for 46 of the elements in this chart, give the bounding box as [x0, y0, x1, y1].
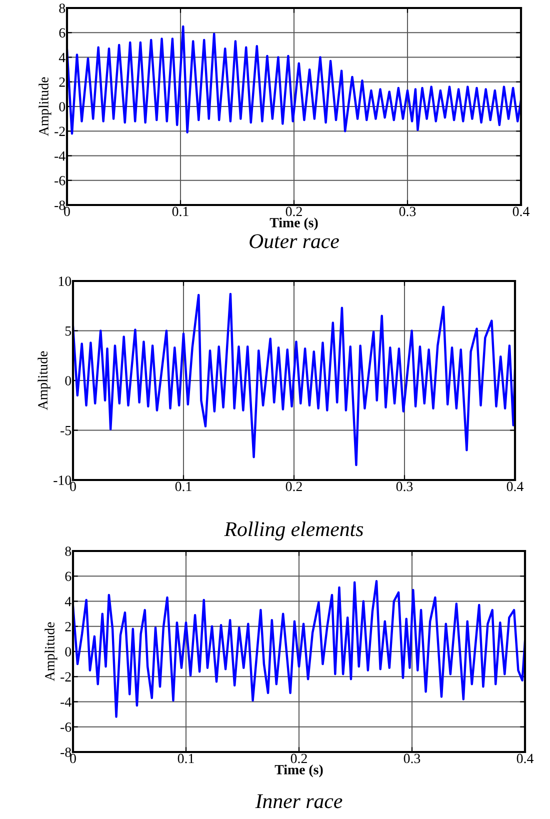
y-tick-label: 6: [65, 572, 72, 582]
x-tick-label: 0.3: [396, 482, 413, 492]
y-axis-title: Amplitude: [38, 351, 50, 410]
x-tick-label: 0.2: [286, 206, 302, 216]
y-tick-label: 4: [58, 52, 66, 62]
x-tick-label: 0.1: [175, 482, 192, 492]
y-tick-label: 8: [65, 546, 72, 556]
x-tick-label: 0.4: [512, 206, 530, 216]
line-series: [67, 25, 521, 135]
x-tick-label: 0.2: [286, 482, 302, 492]
y-tick-label: 2: [65, 622, 71, 632]
y-tick-label: 2: [59, 77, 65, 87]
y-tick-label: -6: [54, 176, 66, 186]
x-axis-title: Time (s): [270, 218, 318, 230]
text: Rolling elements: [224, 522, 364, 540]
y-tick-label: -10: [54, 476, 72, 485]
x-tick-label: 0.4: [506, 482, 524, 492]
y-tick-label: 6: [59, 28, 66, 38]
x-tick-label: 0.2: [290, 754, 307, 764]
y-axis-title: Amplitude: [44, 622, 58, 682]
y-tick-label: -8: [60, 748, 72, 757]
y-tick-label: 0: [65, 647, 72, 656]
y-tick-label: 4: [64, 596, 72, 606]
y-tick-label: -2: [54, 126, 65, 136]
y-tick-label: 10: [58, 276, 72, 286]
y-axis-title: Amplitude: [38, 77, 52, 136]
x-tick-label: 0.3: [404, 754, 420, 764]
line-series: [73, 292, 515, 466]
x-tick-label: 0.1: [178, 754, 194, 764]
y-tick-label: 0: [59, 102, 66, 112]
x-tick-label: 0.1: [172, 206, 188, 216]
y-tick-label: -5: [60, 426, 72, 436]
y-tick-label: -6: [60, 722, 72, 732]
line-series: [73, 580, 525, 718]
x-tick-label: 0.3: [399, 206, 416, 216]
x-axis-title: Time (s): [274, 764, 323, 778]
y-tick-label: -2: [60, 672, 71, 682]
y-tick-label: 5: [65, 326, 72, 336]
text: Inner race: [255, 794, 342, 808]
y-tick-label: -4: [54, 151, 66, 161]
y-tick-label: -8: [54, 200, 66, 210]
text: Outer race: [250, 234, 339, 248]
y-tick-label: 0: [65, 376, 72, 386]
y-tick-label: -4: [60, 697, 72, 707]
x-tick-label: 0.4: [516, 754, 534, 764]
y-tick-label: 8: [59, 4, 66, 13]
